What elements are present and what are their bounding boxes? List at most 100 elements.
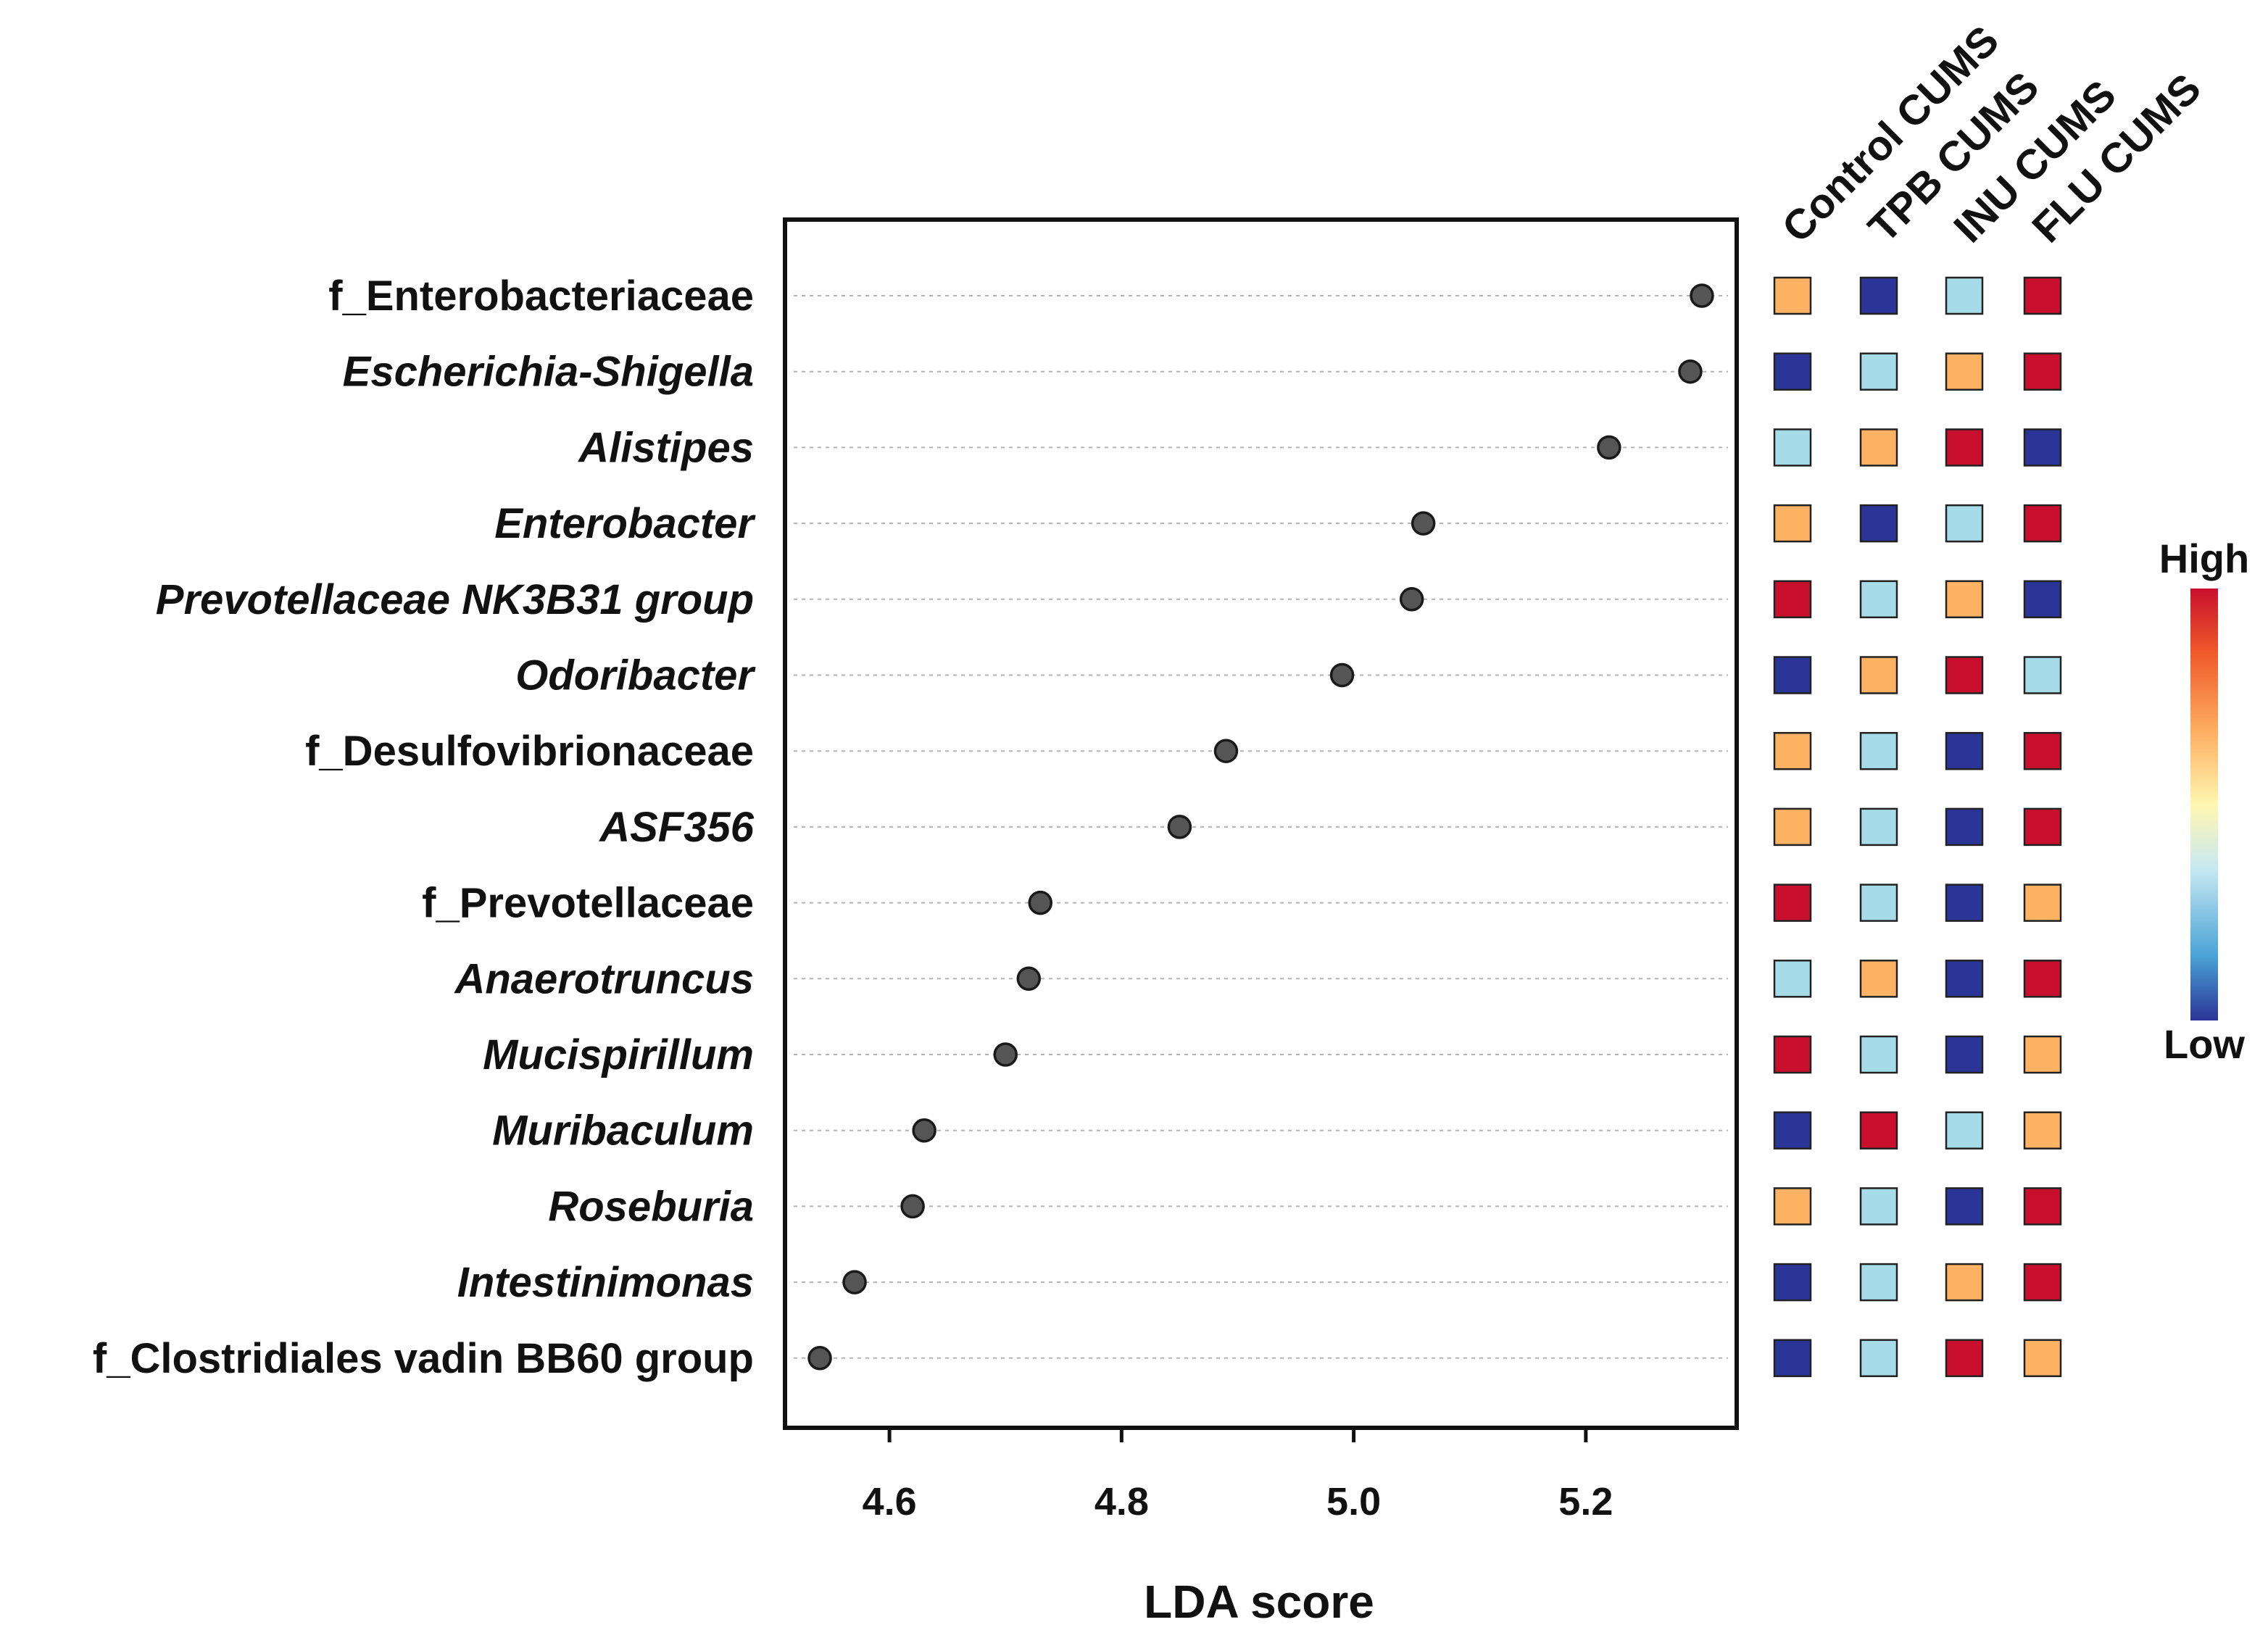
x-axis-title: LDA score — [1144, 1576, 1374, 1628]
heatmap-cell — [1859, 428, 1898, 467]
lda-point — [1690, 283, 1714, 308]
taxon-label: Escherichia-Shigella — [343, 349, 754, 396]
taxon-label: Enterobacter — [494, 500, 756, 547]
heatmap-cell — [1773, 807, 1812, 847]
heatmap-cell — [1945, 428, 1984, 467]
heatmap-cell — [1945, 276, 1984, 315]
heatmap-cell — [1773, 731, 1812, 770]
lda-point — [807, 1346, 832, 1371]
heatmap-cell — [1773, 428, 1812, 467]
taxon-label: Mucispirillum — [483, 1031, 754, 1078]
heatmap-cell — [2023, 1187, 2062, 1226]
heatmap-cell — [2023, 1035, 2062, 1074]
lda-point — [1016, 966, 1042, 991]
heatmap-cell — [2023, 1339, 2062, 1378]
x-axis-ticks: 4.6 4.8 5.0 5.2 — [863, 1428, 1613, 1523]
heatmap-cell — [1945, 580, 1984, 619]
lda-point — [1411, 511, 1436, 536]
heatmap-cell — [1773, 1035, 1812, 1074]
legend-high-label: High — [2159, 536, 2249, 581]
lda-point — [1399, 587, 1424, 612]
color-legend: High Low — [2159, 536, 2249, 1067]
heatmap-cell — [1773, 1111, 1812, 1149]
taxon-label: Muribaculum — [492, 1107, 754, 1155]
row-guide-lines — [794, 295, 1728, 1359]
plot-frame — [783, 217, 1739, 1430]
heatmap-cell — [1859, 884, 1898, 922]
heatmap-cell — [1945, 504, 1984, 543]
taxon-label: Prevotellaceae NK3B31 group — [156, 576, 754, 623]
heatmap-cell — [1859, 276, 1898, 315]
heatmap-cell — [2023, 276, 2062, 315]
heatmap-cell — [1945, 1187, 1984, 1226]
heatmap-cell — [1773, 960, 1812, 998]
heatmap-cell — [1773, 352, 1812, 391]
lda-point — [1028, 890, 1053, 915]
taxon-label: Odoribacter — [515, 652, 756, 699]
heatmap-cell — [1773, 580, 1812, 619]
heatmap-cell — [1859, 731, 1898, 770]
lda-points — [807, 283, 1714, 1371]
lda-point — [1597, 435, 1621, 460]
taxon-label: Anaerotruncus — [453, 955, 754, 1002]
heatmap-cell — [1859, 1111, 1898, 1149]
heatmap-cell — [1773, 1339, 1812, 1378]
heatmap-cell — [1859, 656, 1898, 694]
x-tick-label: 4.8 — [1094, 1480, 1149, 1523]
heatmap-cell — [1859, 1187, 1898, 1226]
taxon-labels: f_Enterobacteriaceae Escherichia-Shigella… — [93, 273, 757, 1382]
heatmap-cell — [1859, 960, 1898, 998]
heatmap-cell — [1859, 1339, 1898, 1378]
heatmap-cell — [2023, 352, 2062, 391]
heatmap-cell — [2023, 731, 2062, 770]
x-tick-label: 5.2 — [1558, 1480, 1613, 1523]
heatmap-cell — [1945, 884, 1984, 922]
heatmap-cell — [1773, 1263, 1812, 1302]
heatmap-cell — [1945, 656, 1984, 694]
taxon-label: f_Desulfovibrionaceae — [305, 728, 754, 775]
taxon-label: Roseburia — [548, 1183, 754, 1230]
heatmap-cell — [1945, 960, 1984, 998]
lda-point — [1329, 662, 1355, 688]
heatmap-cell — [1945, 1035, 1984, 1074]
heatmap-cell — [2023, 428, 2062, 467]
heatmap-cell — [1945, 1339, 1984, 1378]
taxon-label: f_Enterobacteriaceae — [328, 273, 754, 320]
heatmap-cell — [1773, 276, 1812, 315]
heatmap-cell — [1859, 580, 1898, 619]
lda-point — [993, 1042, 1018, 1067]
taxon-label: f_Clostridiales vadin BB60 group — [93, 1335, 754, 1382]
heatmap-cell — [1773, 1187, 1812, 1226]
heatmap-cell — [1945, 1263, 1984, 1302]
heatmap-cell — [2023, 884, 2062, 922]
heatmap-cell — [2023, 1111, 2062, 1149]
lda-point — [912, 1118, 936, 1143]
heatmap-cell — [1945, 1111, 1984, 1149]
heatmap-cell — [1773, 656, 1812, 694]
heatmap-cell — [1859, 1263, 1898, 1302]
heatmap-cell — [2023, 960, 2062, 998]
x-tick-label: 5.0 — [1326, 1480, 1381, 1523]
heatmap-cell — [1945, 807, 1984, 847]
taxon-label: ASF356 — [598, 804, 755, 851]
heatmap-cell — [2023, 504, 2062, 543]
taxon-label: f_Prevotellaceae — [422, 880, 754, 927]
heatmap-cell — [2023, 807, 2062, 847]
heatmap-cell — [1773, 884, 1812, 922]
heatmap-cell — [1773, 504, 1812, 543]
heatmap-cell — [1945, 352, 1984, 391]
heatmap-cell — [2023, 1263, 2062, 1302]
lda-point — [1213, 739, 1239, 763]
lda-point — [1678, 359, 1703, 384]
abundance-heatmap — [1773, 276, 2062, 1378]
heatmap-cell — [2023, 656, 2062, 694]
heatmap-cell — [1859, 1035, 1898, 1074]
legend-low-label: Low — [2164, 1021, 2245, 1067]
heatmap-cell — [1859, 352, 1898, 391]
x-tick-label: 4.6 — [863, 1480, 917, 1523]
lda-point — [1167, 815, 1192, 839]
heatmap-cell — [2023, 580, 2062, 619]
lda-point — [900, 1194, 925, 1219]
